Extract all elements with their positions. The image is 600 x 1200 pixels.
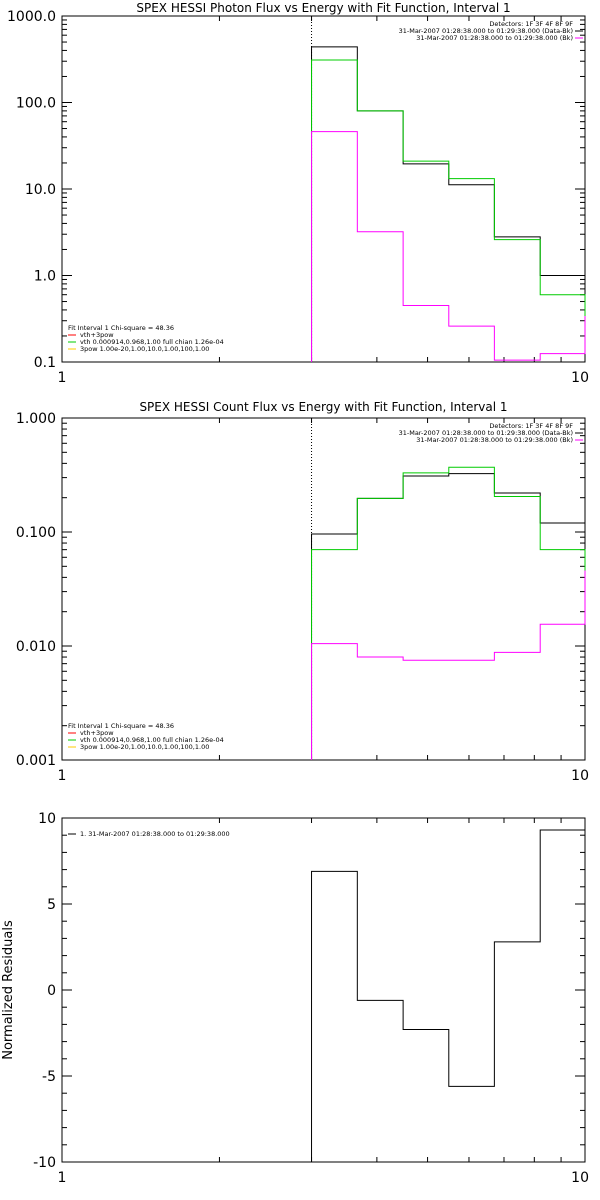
legend-right-entry: Detectors: 1F 3F 4F 8F 9F (489, 422, 573, 430)
plot-frame (61, 15, 586, 363)
legend-left-entry: Fit Interval 1 Chi-square = 48.36 (68, 324, 174, 332)
legend-right-entry: 31-Mar-2007 01:28:38.000 to 01:29:38.000… (416, 436, 573, 444)
legend-left-entry: vth+3pow (80, 729, 114, 737)
y-tick-label: 0.1 (34, 355, 56, 371)
legend-left-entry: Fit Interval 1 Chi-square = 48.36 (68, 722, 174, 730)
series-line-data-bk (311, 46, 586, 362)
y-tick-label: 1000.0 (7, 9, 56, 25)
chart-panel-2: SPEX HESSI Count Flux vs Energy with Fit… (16, 400, 589, 784)
chart-panel-3: 1 10 -10 -5 0 5 10 Normalized Residuals 1. 31-Ma… (1, 811, 589, 1186)
y-tick-label: 0 (47, 983, 56, 999)
legend-left-entry: vth+3pow (80, 331, 114, 339)
legend-left-entry: vth 0.000914,0.968,1.00 full chian 1.26e… (80, 338, 224, 346)
y-tick-label: 10 (38, 811, 56, 827)
y-tick-label: 0.010 (16, 639, 56, 655)
y-tick-label: 100.0 (16, 96, 56, 112)
y-tick-label: 0.100 (16, 525, 56, 541)
legend-right-entry: 31-Mar-2007 01:28:38.000 to 01:29:38.000… (416, 34, 573, 42)
x-tick-label: 1 (58, 768, 67, 784)
x-tick-label: 10 (571, 1170, 589, 1186)
series-line-bk (311, 570, 586, 760)
series-line-residuals (311, 829, 586, 1162)
x-tick-label: 1 (58, 1170, 67, 1186)
chart-title: SPEX HESSI Count Flux vs Energy with Fit… (139, 400, 507, 414)
y-tick-label: 10.0 (25, 182, 56, 198)
plot-frame (61, 817, 586, 1163)
x-tick-label: 10 (571, 370, 589, 386)
x-tick-label: 1 (58, 370, 67, 386)
legend-left-entry: 1. 31-Mar-2007 01:28:38.000 to 01:29:38.… (80, 830, 230, 838)
y-tick-label: 0.001 (16, 753, 56, 769)
chart-title: SPEX HESSI Photon Flux vs Energy with Fi… (136, 1, 510, 15)
y-tick-label: 5 (47, 897, 56, 913)
y-tick-label: 1.000 (16, 411, 56, 427)
legend-right-entry: Detectors: 1F 3F 4F 8F 9F (489, 20, 573, 28)
legend-left-entry: 3pow 1.00e-20,1.00,10.0,1.00,100,1.00 (80, 345, 209, 353)
y-axis-label: Normalized Residuals (1, 920, 16, 1060)
series-line-data-bk (311, 473, 586, 760)
plot-frame (61, 417, 586, 761)
x-tick-label: 10 (571, 768, 589, 784)
series-line-bk (311, 131, 586, 362)
series-line-vth-3pow (311, 466, 586, 760)
y-tick-label: -5 (42, 1069, 56, 1085)
series-line-vth-3pow (311, 59, 586, 362)
legend-right-entry: 31-Mar-2007 01:28:38.000 to 01:29:38.000… (399, 429, 573, 437)
chart-panel-1: SPEX HESSI Photon Flux vs Energy with Fi… (7, 1, 589, 386)
legend-right-entry: 31-Mar-2007 01:28:38.000 to 01:29:38.000… (399, 27, 573, 35)
y-tick-label: 1.0 (34, 269, 56, 285)
legend-left-entry: 3pow 1.00e-20,1.00,10.0,1.00,100,1.00 (80, 743, 209, 751)
y-tick-label: -10 (33, 1155, 56, 1171)
legend-left-entry: vth 0.000914,0.968,1.00 full chian 1.26e… (80, 736, 224, 744)
